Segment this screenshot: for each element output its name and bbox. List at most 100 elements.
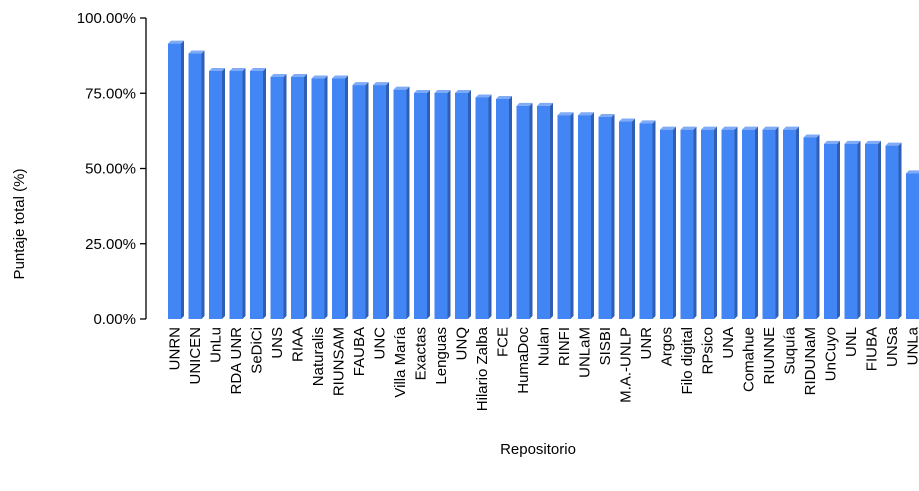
x-tick-label: RPsico [700,327,717,375]
bar-side [529,102,533,319]
x-tick-label: RDA UNR [228,327,245,395]
bar [209,67,225,319]
bar-side [878,140,881,319]
x-tick-label: Comahue [741,327,758,392]
x-tick-label: FCE [495,327,512,357]
bar-side [570,112,574,320]
bar-face [229,70,243,319]
bar-side [796,126,799,320]
y-axis-title: Puntaje total (%) [11,169,28,280]
bar-top [168,40,184,44]
bar-top [885,142,902,146]
bar [598,114,615,320]
bar [475,94,492,320]
bar-face [578,115,591,320]
bar [906,170,919,319]
bar [188,50,205,319]
bar-face [168,43,181,320]
bar [168,40,184,320]
bar [434,89,451,319]
bar-top [209,67,225,71]
bar-top [311,75,328,79]
bar [578,112,594,320]
bar [844,140,861,319]
bar-face [332,78,345,319]
bar-top [188,50,205,54]
x-tick-labels: UNRN UNICEN UnLu RDA UNR SeDiCi UNS RIAA Natura… [167,326,919,411]
x-tick-label: UNQ [454,327,471,360]
bar-face [373,85,386,319]
bar-top [393,86,410,90]
bar-face [311,78,325,319]
y-tick-label: 0.00% [93,311,136,328]
bar-side [406,86,410,319]
bar-face [660,129,673,319]
x-tick-label: RINFI [556,327,573,366]
bar-side [673,126,676,320]
bar [783,126,799,320]
bar-top [680,126,697,130]
bar-top [803,134,820,138]
bar-side [201,50,205,319]
bar [701,126,717,320]
x-tick-label: RIAA [290,327,307,362]
bar-top [434,89,451,93]
x-tick-label: UNA [720,327,737,359]
x-tick-label: Hilario Zalba [474,326,491,411]
bar-face [557,115,571,320]
bar-side [734,126,738,320]
x-tick-label: UnCuyo [823,327,840,381]
bar-side [591,112,594,320]
bar-side [304,73,307,319]
bar-face [516,105,530,319]
x-tick-label: UNC [372,327,389,360]
bar [332,75,348,319]
bar [803,134,820,319]
y-tick-label: 50.00% [85,161,136,178]
x-axis-title: Repositorio [500,441,576,458]
bar [680,126,697,320]
x-tick-label: Lenguas [433,327,450,385]
bar-face [537,105,550,319]
bars [168,40,919,320]
bar-side [898,142,902,319]
bar-face [885,145,899,319]
x-tick-label: SISBI [597,327,614,365]
bar-face [414,92,427,319]
bar [352,82,369,319]
bar [742,126,758,320]
bar-face [906,173,919,319]
bar-top [701,126,717,130]
bar-side [755,126,758,320]
bar-top [352,82,369,86]
bar-side [427,89,430,319]
bar-top [373,82,389,86]
bar [619,118,635,319]
bar-side [345,75,348,319]
x-tick-label: Exactas [413,327,430,380]
bar-side [468,89,471,319]
bar-top [516,102,533,106]
bar-top [865,140,881,144]
bar-face [496,98,509,320]
bar [824,140,840,319]
bar-top [475,94,492,98]
bar-side [283,73,287,319]
bar-side [857,140,861,319]
bar-top [578,112,594,116]
bar [229,67,246,319]
y-axis: 0.00% 25.00% 50.00% 75.00% 100.00% [77,10,147,328]
bar [414,89,430,319]
bar-face [701,129,714,319]
x-tick-label: UNRN [167,327,184,370]
bar-top [270,73,287,77]
bar [393,86,410,319]
bar-face [475,97,489,320]
bar [865,140,881,319]
x-tick-label: Naturalis [310,327,327,386]
x-tick-label: UNL [843,327,860,357]
bar-side [550,102,553,319]
bar-top [229,67,246,71]
bar-side [242,67,246,319]
